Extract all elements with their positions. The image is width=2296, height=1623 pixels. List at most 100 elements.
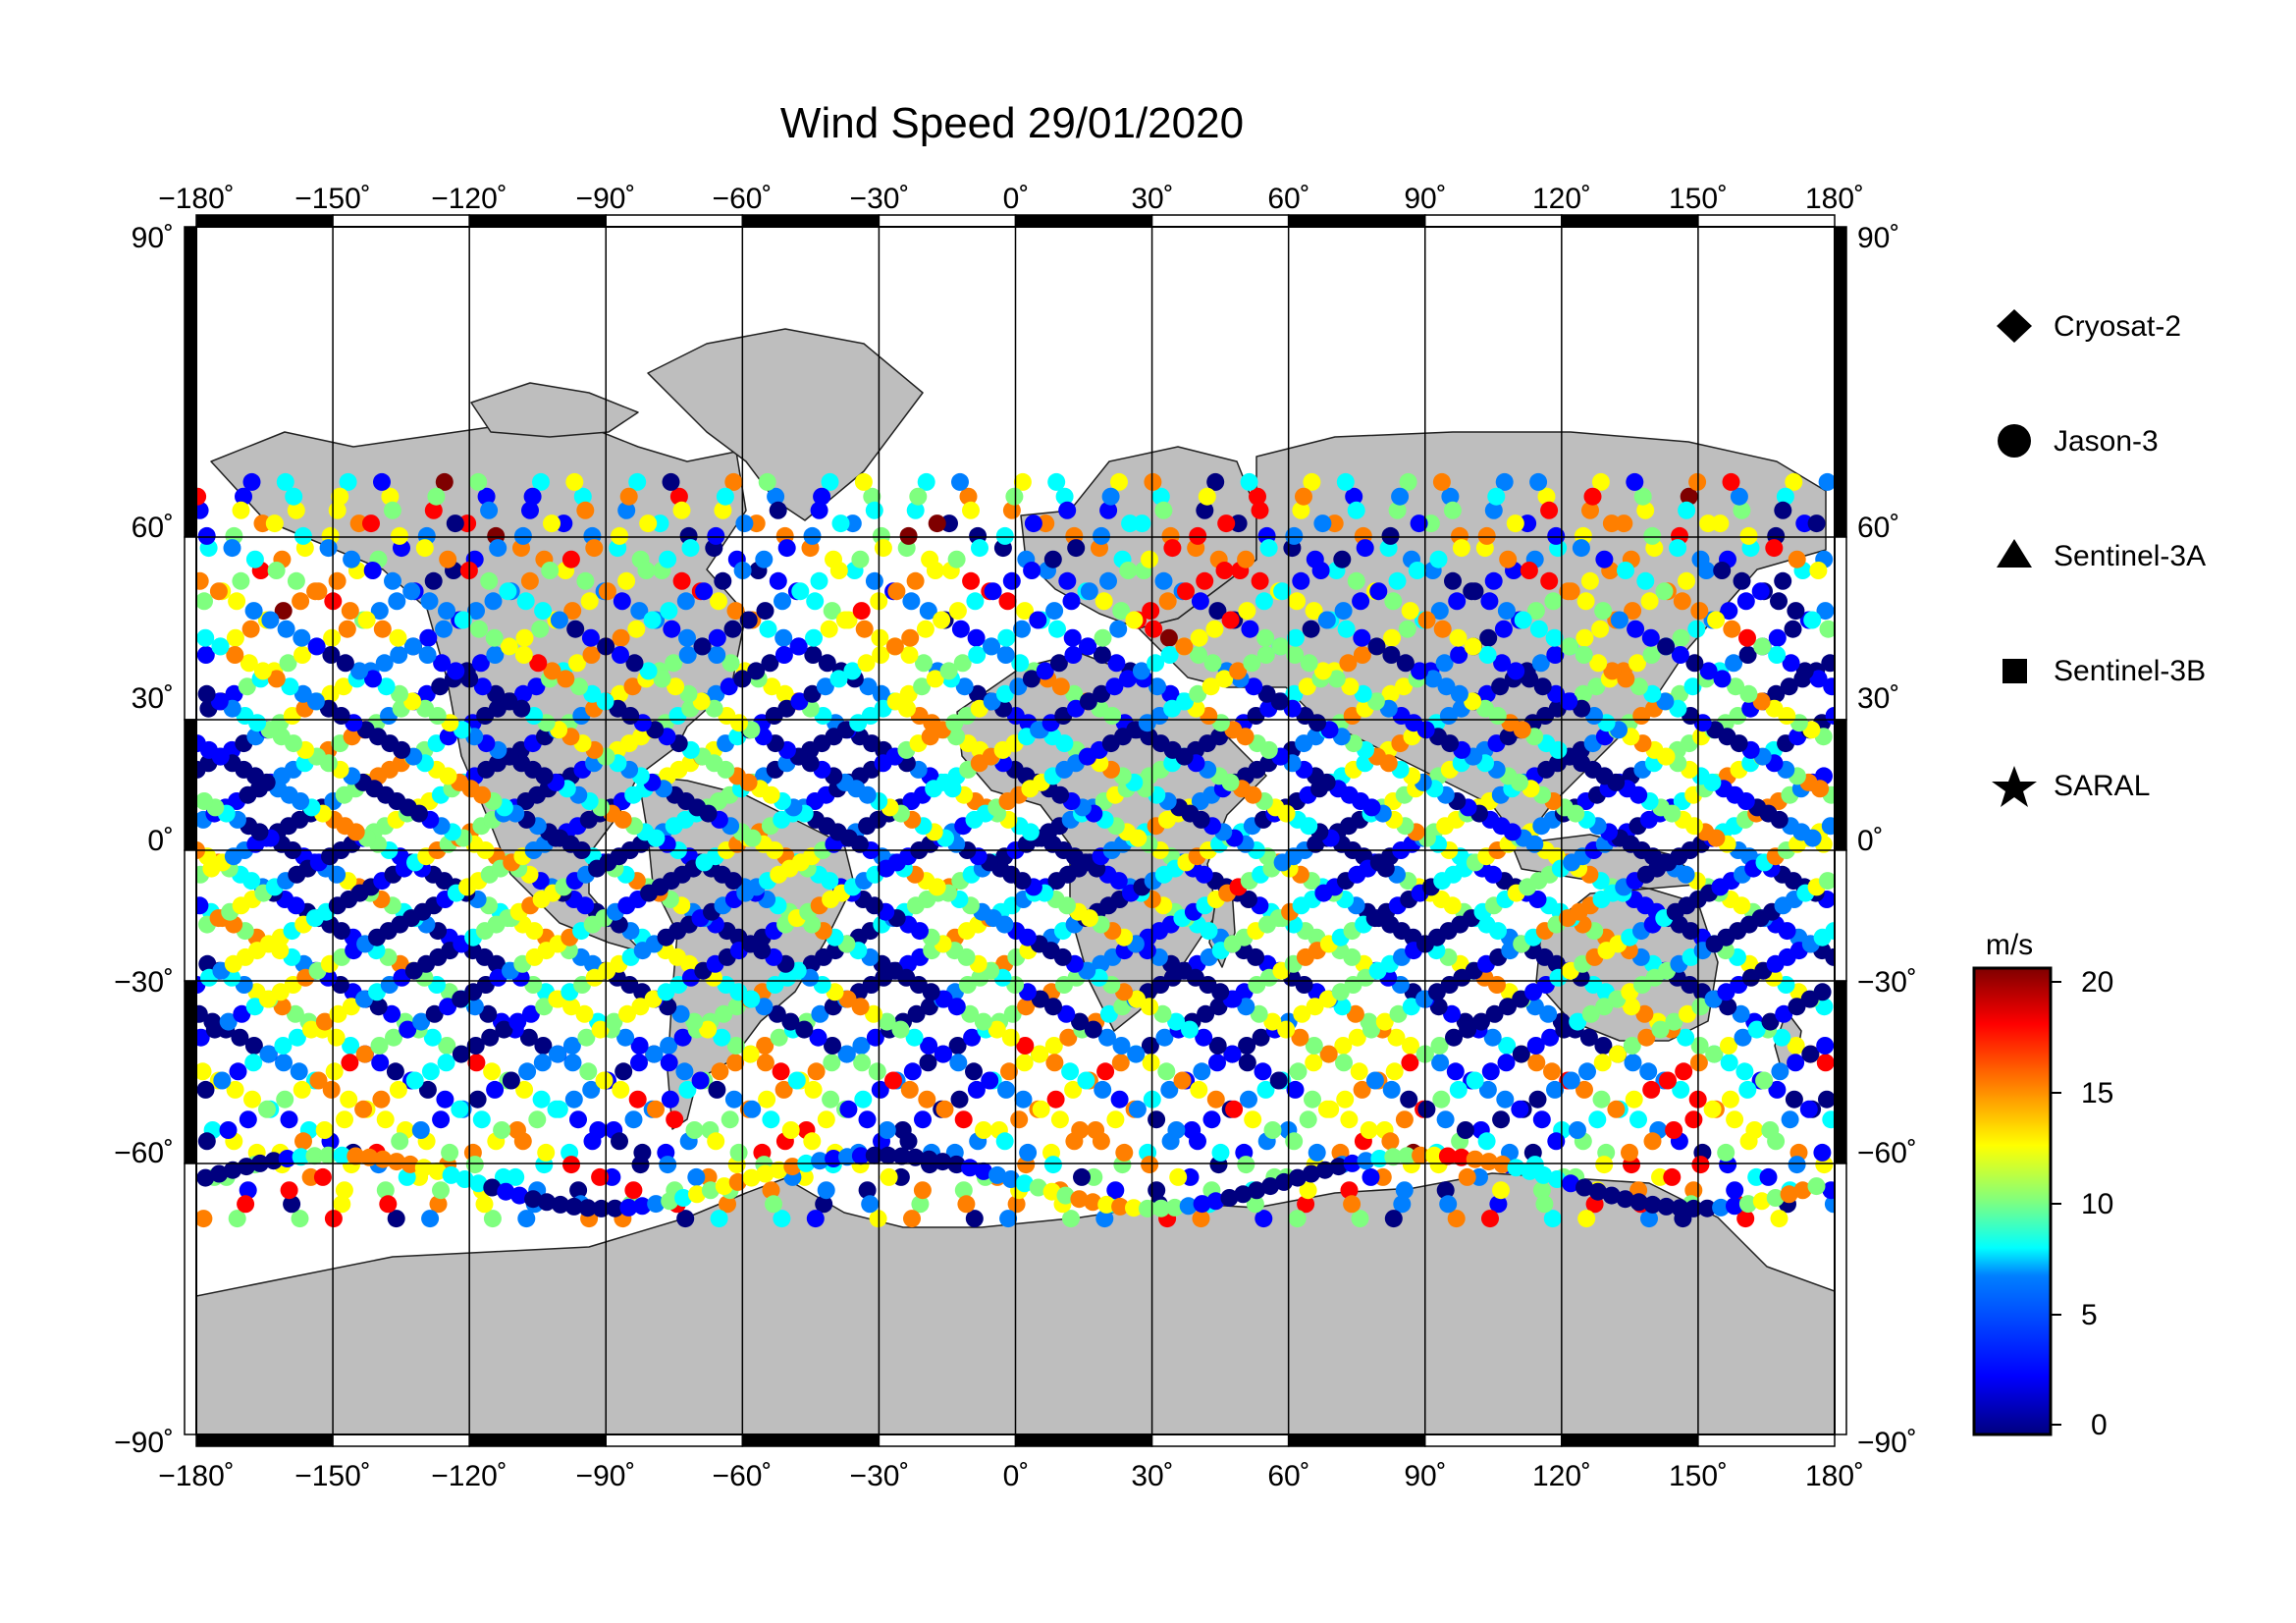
track-point [903, 1210, 921, 1228]
track-point [721, 1110, 739, 1129]
track-point [669, 487, 688, 506]
lon-tick-top: 180˚ [1805, 183, 1864, 215]
track-point [1049, 654, 1068, 673]
track-point [671, 1004, 690, 1023]
track-point [1237, 998, 1255, 1016]
track-point [1721, 1090, 1739, 1109]
track-point [1588, 1182, 1607, 1201]
track-point [228, 592, 246, 611]
track-point [1588, 1110, 1607, 1129]
track-point [1167, 1121, 1186, 1139]
track-point [210, 1164, 229, 1183]
track-point [1623, 998, 1640, 1016]
track-point [1352, 592, 1370, 611]
track-point [424, 501, 443, 519]
track-point [1193, 1062, 1211, 1081]
track-point [1785, 472, 1803, 491]
track-point [1431, 1054, 1450, 1072]
track-point [755, 550, 774, 568]
track-point [1425, 1146, 1443, 1164]
track-point [653, 670, 671, 688]
track-point [1747, 1167, 1766, 1186]
lon-tick-top: −120˚ [431, 183, 507, 215]
lon-tick-top: 150˚ [1669, 183, 1728, 215]
track-point [1481, 1210, 1499, 1228]
track-point [919, 602, 937, 621]
track-point [1484, 571, 1503, 590]
track-point [582, 646, 601, 664]
track-point [390, 646, 408, 664]
track-point [274, 1037, 293, 1055]
track-point [768, 1004, 786, 1023]
track-point [562, 998, 581, 1016]
track-point [219, 1121, 238, 1139]
track-point [1398, 620, 1416, 638]
track-point [1435, 654, 1454, 673]
track-point [196, 734, 206, 753]
track-point [1581, 501, 1599, 519]
track-point [486, 646, 505, 664]
track-point [534, 602, 553, 621]
frame-segment-bottom [195, 1434, 334, 1447]
track-point [403, 637, 422, 656]
frame-segment-bottom [1150, 1434, 1290, 1447]
track-point [878, 1012, 896, 1031]
track-point [1595, 998, 1614, 1016]
track-point [853, 1054, 872, 1072]
track-point [774, 1080, 793, 1099]
track-point [623, 677, 642, 696]
track-point [1445, 1028, 1463, 1047]
legend-label: Sentinel-3B [2054, 655, 2206, 687]
track-point [1643, 1132, 1662, 1151]
track-point [1167, 1012, 1186, 1031]
track-point [1433, 620, 1452, 638]
track-point [1196, 571, 1214, 590]
track-point [341, 1054, 359, 1072]
track-point [1383, 628, 1401, 647]
track-point [1159, 628, 1178, 647]
track-point [489, 539, 507, 558]
track-point [1295, 487, 1312, 506]
track-point [810, 501, 828, 519]
track-point [483, 1062, 502, 1081]
track-point [863, 487, 881, 506]
track-point [1691, 1156, 1710, 1174]
track-point [1727, 677, 1745, 696]
track-point [1720, 1054, 1738, 1072]
track-point [969, 684, 987, 703]
track-point [963, 1028, 982, 1047]
track-point [1341, 677, 1360, 696]
legend-item-cryosat-2: Cryosat-2 [1997, 309, 2181, 343]
track-point [831, 514, 850, 533]
track-point [276, 1090, 294, 1109]
track-point [735, 514, 754, 533]
track-point [1203, 654, 1222, 673]
track-point [865, 501, 883, 519]
track-point [1189, 526, 1207, 545]
track-point [1671, 646, 1689, 664]
frame-segment-bottom [1014, 1434, 1153, 1447]
track-point [806, 592, 825, 611]
lat-tick-right: 90˚ [1857, 222, 1899, 254]
track-point [866, 1028, 884, 1047]
track-point [811, 1152, 829, 1170]
track-point [1713, 562, 1732, 579]
track-point [1286, 1080, 1305, 1099]
track-point [224, 1161, 242, 1179]
track-point [519, 1028, 538, 1047]
track-point [1685, 654, 1704, 673]
track-point [1528, 1090, 1547, 1109]
track-point [198, 954, 217, 973]
track-point [1636, 501, 1655, 519]
track-point [1193, 1195, 1211, 1214]
track-point [1112, 602, 1131, 621]
track-point [837, 1045, 856, 1063]
track-point [803, 526, 822, 545]
track-point [1672, 1080, 1690, 1099]
track-point [1657, 1197, 1676, 1216]
track-point [1671, 684, 1689, 703]
lon-tick-bottom: 150˚ [1669, 1460, 1728, 1492]
frame-segment-left [184, 980, 197, 1164]
track-point [1675, 1062, 1693, 1081]
track-point [997, 628, 1016, 647]
